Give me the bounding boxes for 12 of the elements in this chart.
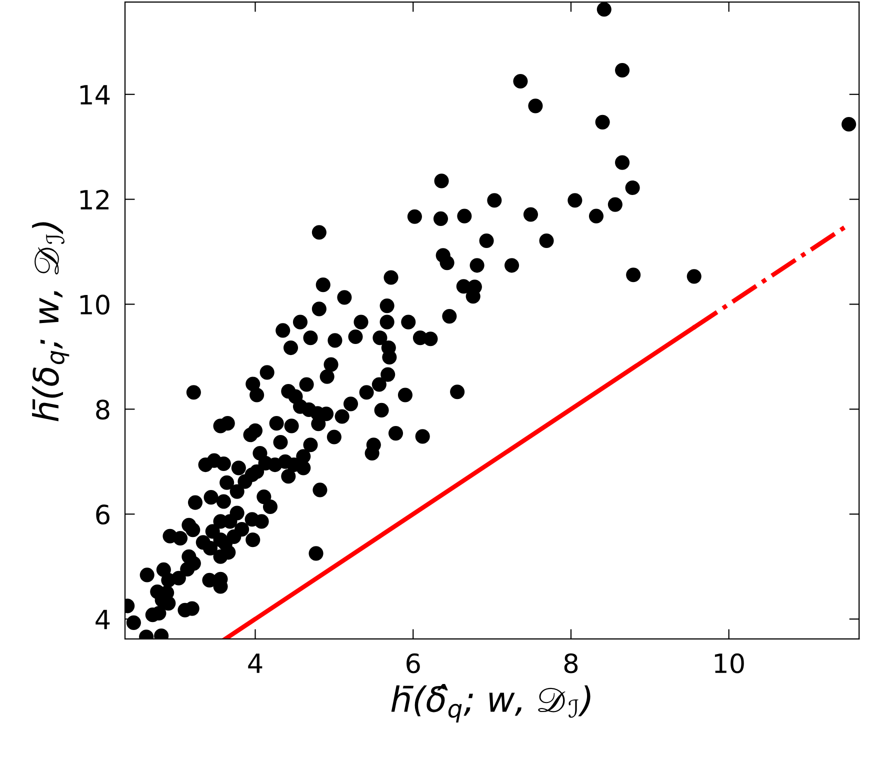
x-tick-label: 4 — [248, 654, 262, 673]
y-tick-label: 14 — [80, 85, 110, 104]
y-tick-label: 12 — [80, 190, 108, 210]
x-tick-label: 10 — [714, 653, 744, 674]
y-tick-label: 8 — [96, 400, 110, 420]
y-tick-label: 6 — [96, 504, 110, 525]
y-axis-title: h̄(δ$_{q}$; w, 𝒟$_{ℐ}$) — [32, 222, 70, 422]
x-axis-title: h̄(δ̂$_{q}$; w, 𝒟$_{ℐ}$) — [391, 684, 590, 722]
y-tick-label: 4 — [96, 610, 110, 630]
x-tick-label: 8 — [564, 653, 578, 674]
y-tick-label: 10 — [80, 294, 110, 315]
x-tick-label: 6 — [406, 653, 420, 674]
